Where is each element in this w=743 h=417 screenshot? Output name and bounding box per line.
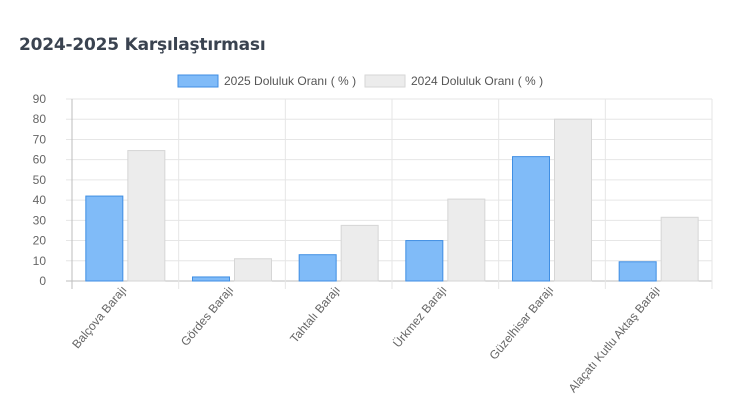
bar-2024-1 bbox=[234, 258, 272, 282]
legend-label: 2025 Doluluk Oranı ( % ) bbox=[224, 74, 356, 88]
x-tick-label: Gördes Barajı bbox=[178, 283, 236, 349]
y-tick-label: 60 bbox=[33, 153, 47, 167]
y-tick-label: 80 bbox=[33, 112, 47, 126]
y-tick-label: 30 bbox=[33, 213, 47, 227]
bar-2025-4 bbox=[512, 156, 550, 282]
x-tick-label: Ürkmez Barajı bbox=[390, 283, 450, 350]
legend-swatch bbox=[177, 74, 219, 88]
y-axis-ticks: 0 10 20 30 40 50 60 70 80 90 bbox=[33, 92, 47, 288]
y-tick-label: 40 bbox=[33, 193, 47, 207]
bar-2025-1 bbox=[192, 276, 230, 282]
legend-label: 2024 Doluluk Oranı ( % ) bbox=[411, 74, 543, 88]
y-tick-label: 90 bbox=[33, 92, 47, 106]
bar-2025-2 bbox=[298, 254, 337, 282]
legend: 2025 Doluluk Oranı ( % ) 2024 Doluluk Ora… bbox=[177, 74, 543, 88]
bars bbox=[85, 118, 699, 282]
x-tick-label: Balçova Barajı bbox=[69, 283, 129, 351]
bar-2024-5 bbox=[660, 216, 699, 282]
bar-2024-0 bbox=[127, 150, 166, 282]
y-tick-label: 0 bbox=[39, 274, 46, 288]
x-tick-label: Tahtalı Barajı bbox=[287, 283, 343, 346]
y-tick-label: 70 bbox=[33, 132, 47, 146]
y-tick-label: 50 bbox=[33, 173, 47, 187]
y-tick-label: 20 bbox=[33, 234, 47, 248]
legend-swatch bbox=[364, 74, 406, 88]
bar-2024-4 bbox=[554, 118, 592, 282]
bar-2025-3 bbox=[405, 240, 444, 282]
x-tick-label: Güzelhisar Barajı bbox=[486, 283, 556, 363]
bar-2024-3 bbox=[447, 198, 486, 282]
bar-2025-0 bbox=[85, 195, 124, 282]
bar-2025-5 bbox=[618, 261, 657, 282]
grid-lines bbox=[66, 98, 713, 289]
y-tick-label: 10 bbox=[33, 254, 47, 268]
x-tick-label: Alaçatı Kutlu Aktaş Barajı bbox=[566, 283, 663, 395]
bar-2024-2 bbox=[340, 224, 379, 282]
chart-title: 2024-2025 Karşılaştırması bbox=[19, 35, 266, 55]
x-axis-ticks: Balçova Barajı Gördes Barajı Tahtalı Baraj… bbox=[69, 283, 663, 395]
